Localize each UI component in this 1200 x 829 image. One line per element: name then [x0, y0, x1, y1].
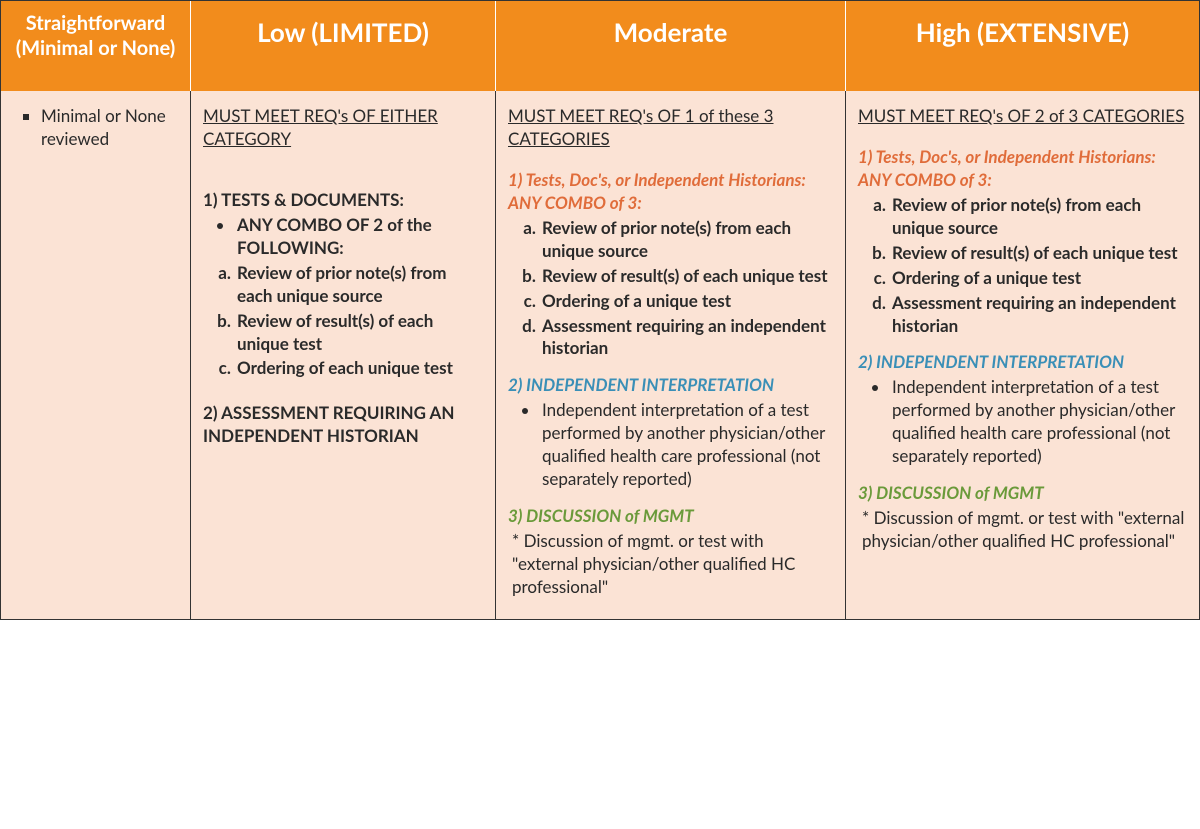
high-s1-c: Ordering of a unique test: [890, 267, 1187, 290]
mod-s1-b: Review of result(s) of each unique test: [540, 265, 833, 288]
mod-s1-c: Ordering of a unique test: [540, 290, 833, 313]
low-req: MUST MEET REQ's OF EITHER CATEGORY: [203, 105, 483, 151]
low-s1-sub-list: ANY COMBO OF 2 of the FOLLOWING:: [203, 214, 483, 260]
low-s1-a: Review of prior note(s) from each unique…: [235, 262, 483, 308]
minimal-bullet: Minimal or None reviewed: [41, 105, 178, 151]
mod-req: MUST MEET REQ's OF 1 of these 3 CATEGORI…: [508, 105, 833, 151]
high-s1-d: Assessment requiring an independent hist…: [890, 292, 1187, 338]
mod-s1-a: Review of prior note(s) from each unique…: [540, 217, 833, 263]
mod-s2-title: 2) INDEPENDENT INTERPRETATION: [508, 374, 833, 397]
cell-straightforward: Minimal or None reviewed: [1, 91, 191, 619]
header-straightforward: Straightforward (Minimal or None): [1, 1, 191, 91]
low-s1-title: 1) TESTS & DOCUMENTS:: [203, 189, 483, 212]
complexity-table: Straightforward (Minimal or None) Low (L…: [0, 0, 1200, 620]
mod-s3-text: * Discussion of mgmt. or test with "exte…: [508, 530, 833, 599]
mod-s1-title: 1) Tests, Doc's, or Independent Historia…: [508, 169, 833, 215]
mod-s2-bullet: Independent interpretation of a test per…: [540, 399, 833, 491]
high-s1-a: Review of prior note(s) from each unique…: [890, 194, 1187, 240]
high-s2-title: 2) INDEPENDENT INTERPRETATION: [858, 351, 1187, 374]
header-high: High (EXTENSIVE): [846, 1, 1199, 91]
mod-s3-title: 3) DISCUSSION of MGMT: [508, 505, 833, 528]
high-s2-bullet: Independent interpretation of a test per…: [890, 376, 1187, 468]
low-s1-sub: ANY COMBO OF 2 of the FOLLOWING:: [235, 214, 483, 260]
low-s1-b: Review of result(s) of each unique test: [235, 310, 483, 356]
mod-s1-d: Assessment requiring an independent hist…: [540, 315, 833, 361]
low-s1-items: Review of prior note(s) from each unique…: [203, 262, 483, 381]
low-s1-c: Ordering of each unique test: [235, 357, 483, 380]
header-row: Straightforward (Minimal or None) Low (L…: [1, 1, 1199, 91]
low-s2-title: 2) ASSESSMENT REQUIRING AN INDEPENDENT H…: [203, 402, 483, 448]
cell-high: MUST MEET REQ's OF 2 of 3 CATEGORIES 1) …: [846, 91, 1199, 619]
high-s3-title: 3) DISCUSSION of MGMT: [858, 482, 1187, 505]
high-s1-title: 1) Tests, Doc's, or Independent Historia…: [858, 146, 1187, 192]
header-moderate: Moderate: [496, 1, 846, 91]
high-req: MUST MEET REQ's OF 2 of 3 CATEGORIES: [858, 105, 1187, 128]
header-low: Low (LIMITED): [191, 1, 496, 91]
cell-low: MUST MEET REQ's OF EITHER CATEGORY 1) TE…: [191, 91, 496, 619]
mod-s1-items: Review of prior note(s) from each unique…: [508, 217, 833, 361]
cell-moderate: MUST MEET REQ's OF 1 of these 3 CATEGORI…: [496, 91, 846, 619]
minimal-list: Minimal or None reviewed: [13, 105, 178, 151]
high-s1-b: Review of result(s) of each unique test: [890, 242, 1187, 265]
high-s3-text: * Discussion of mgmt. or test with "exte…: [858, 507, 1187, 553]
high-s2-list: Independent interpretation of a test per…: [858, 376, 1187, 468]
high-s1-items: Review of prior note(s) from each unique…: [858, 194, 1187, 338]
mod-s2-list: Independent interpretation of a test per…: [508, 399, 833, 491]
body-row: Minimal or None reviewed MUST MEET REQ's…: [1, 91, 1199, 619]
